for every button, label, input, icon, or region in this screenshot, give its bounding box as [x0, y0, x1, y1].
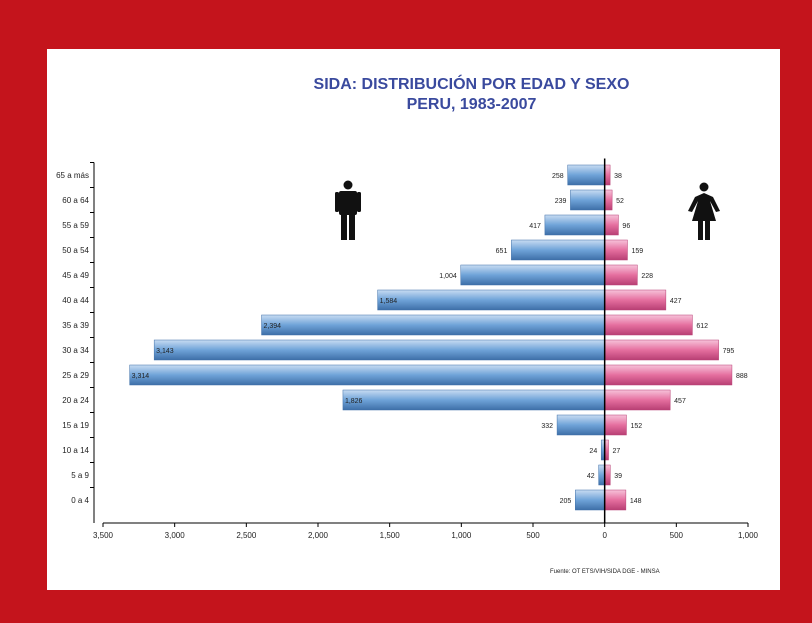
chart-subtitle: PERU, 1983-2007 [406, 96, 537, 113]
female-data-label: 612 [696, 323, 708, 330]
category-label: 65 a más [56, 171, 89, 180]
male-bar [570, 189, 605, 211]
female-data-label: 159 [631, 248, 643, 255]
female-data-label: 39 [614, 473, 622, 480]
female-bar [604, 264, 638, 286]
x-tick-label: 1,000 [451, 531, 472, 540]
male-figure-icon [335, 180, 361, 240]
female-bar [604, 464, 611, 486]
female-bar [604, 239, 628, 261]
male-bar [511, 239, 605, 261]
female-bar [604, 214, 619, 236]
chart-title: SIDA: DISTRIBUCIÓN POR EDAD Y SEXO [313, 76, 630, 93]
male-data-label: 417 [529, 223, 541, 230]
male-bar [342, 389, 605, 411]
category-label: 60 a 64 [62, 196, 89, 205]
category-label: 20 a 24 [62, 396, 89, 405]
male-bar [544, 214, 605, 236]
male-bar [377, 289, 605, 311]
male-data-label: 42 [587, 473, 595, 480]
male-data-label: 3,314 [132, 373, 150, 380]
x-tick-label: 1,000 [738, 531, 759, 540]
category-label: 30 a 34 [62, 346, 89, 355]
male-data-label: 2,394 [264, 323, 282, 330]
female-bar [604, 189, 613, 211]
male-data-label: 1,004 [439, 273, 457, 280]
male-bar [575, 489, 605, 511]
category-label: 0 a 4 [71, 496, 89, 505]
male-bar [153, 339, 605, 361]
category-label: 5 a 9 [71, 471, 89, 480]
category-label: 15 a 19 [62, 421, 89, 430]
male-data-label: 651 [496, 248, 508, 255]
female-data-label: 888 [736, 373, 748, 380]
x-tick-label: 2,000 [308, 531, 329, 540]
x-tick-label: 500 [526, 531, 540, 540]
male-data-label: 1,826 [345, 398, 363, 405]
category-label: 35 a 39 [62, 321, 89, 330]
female-bar [604, 364, 733, 386]
male-bar [556, 414, 605, 436]
female-bar [604, 339, 719, 361]
female-bar [604, 314, 693, 336]
female-data-label: 795 [723, 348, 735, 355]
female-data-label: 52 [616, 198, 624, 205]
category-label: 10 a 14 [62, 446, 89, 455]
category-label: 50 a 54 [62, 246, 89, 255]
female-bar [604, 164, 611, 186]
male-bar [261, 314, 605, 336]
chart-panel: SIDA: DISTRIBUCIÓN POR EDAD Y SEXO PERU,… [47, 49, 780, 590]
category-label: 45 a 49 [62, 271, 89, 280]
x-tick-label: 0 [602, 531, 607, 540]
male-data-label: 205 [560, 498, 572, 505]
x-tick-label: 3,500 [93, 531, 114, 540]
population-pyramid-chart: 65 a más 258 38 60 a 64 239 52 55 a 59 417 96 50 … [56, 158, 759, 540]
female-data-label: 228 [641, 273, 653, 280]
category-label: 40 a 44 [62, 296, 89, 305]
male-data-label: 24 [589, 448, 597, 455]
x-tick-label: 2,500 [236, 531, 257, 540]
category-label: 55 a 59 [62, 221, 89, 230]
female-data-label: 152 [630, 423, 642, 430]
female-data-label: 457 [674, 398, 686, 405]
x-tick-label: 1,500 [380, 531, 401, 540]
male-bar [567, 164, 605, 186]
male-bar [598, 464, 605, 486]
male-data-label: 1,584 [380, 298, 398, 305]
female-data-label: 148 [630, 498, 642, 505]
male-data-label: 332 [541, 423, 553, 430]
male-data-label: 239 [555, 198, 567, 205]
female-bar [604, 289, 667, 311]
male-bar [129, 364, 605, 386]
female-bar [604, 489, 627, 511]
male-bar [460, 264, 605, 286]
category-label: 25 a 29 [62, 371, 89, 380]
male-data-label: 258 [552, 173, 564, 180]
female-bar [604, 414, 627, 436]
male-data-label: 3,143 [156, 348, 174, 355]
female-bar [604, 389, 671, 411]
female-data-label: 96 [622, 223, 630, 230]
female-data-label: 427 [670, 298, 682, 305]
source-note: Fuente: OT ETS/VIH/SIDA DGE - MINSA [550, 569, 660, 575]
x-tick-label: 500 [670, 531, 684, 540]
female-data-label: 27 [613, 448, 621, 455]
female-data-label: 38 [614, 173, 622, 180]
x-tick-label: 3,000 [165, 531, 186, 540]
female-figure-icon [688, 182, 720, 240]
